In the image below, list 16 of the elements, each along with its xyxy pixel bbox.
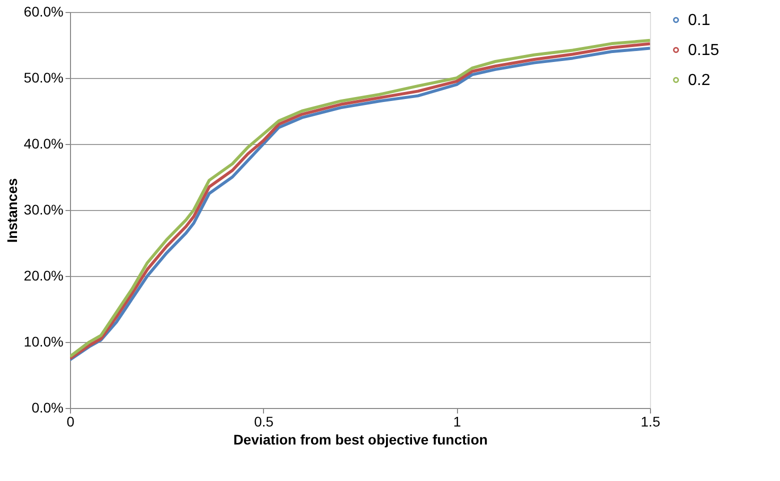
legend-label: 0.15 — [688, 42, 720, 59]
y-tick-label: 50.0% — [24, 70, 64, 86]
x-tick-label: 1 — [453, 414, 462, 430]
y-tick-label: 30.0% — [24, 202, 64, 218]
y-tick-label: 60.0% — [24, 4, 64, 20]
x-axis-title: Deviation from best objective function — [233, 432, 488, 448]
y-tick-label: 10.0% — [24, 334, 64, 350]
y-tick-label: 20.0% — [24, 268, 64, 284]
x-tick-label: 0.5 — [254, 414, 274, 430]
y-tick-label: 40.0% — [24, 136, 64, 152]
legend-label: 0.1 — [688, 12, 710, 29]
x-tick-label: 1.5 — [640, 414, 660, 430]
x-tick-label: 0 — [66, 414, 75, 430]
y-tick-label: 0.0% — [32, 400, 64, 416]
y-axis-title: Instances — [4, 178, 20, 243]
legend-label: 0.2 — [688, 72, 710, 89]
